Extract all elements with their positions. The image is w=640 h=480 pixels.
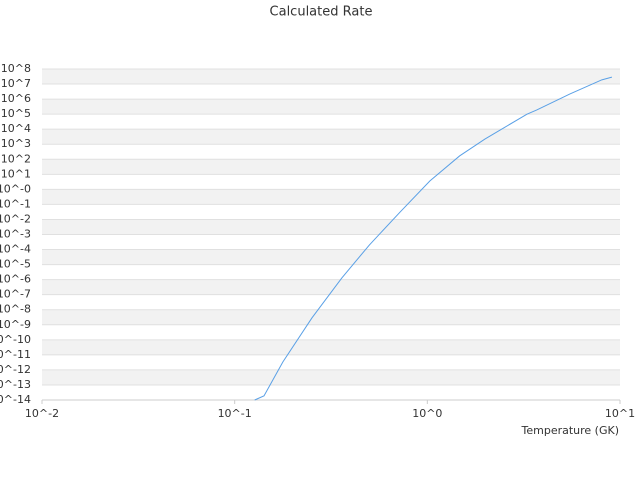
y-tick-label: 10^-6: [0, 273, 31, 286]
grid-band: [42, 159, 620, 175]
x-tick-label: 10^0: [412, 407, 442, 420]
x-tick-label: 10^-1: [218, 407, 252, 420]
x-tick-label: 10^1: [605, 407, 635, 420]
y-tick-label: 10^8: [1, 62, 31, 75]
grid-band: [42, 69, 620, 85]
y-tick-label: 10^-0: [0, 182, 31, 195]
y-tick-label: 10^3: [1, 137, 31, 150]
y-tick-label: 10^1: [1, 167, 31, 180]
y-tick-label: 10^-3: [0, 228, 31, 241]
grid-band: [42, 189, 620, 205]
grid-band: [42, 309, 620, 325]
y-tick-label: 10^4: [1, 122, 31, 135]
y-tick-label: 10^-7: [0, 288, 31, 301]
grid-band: [42, 279, 620, 295]
grid-band: [42, 99, 620, 115]
y-tick-label: 10^-8: [0, 303, 31, 316]
y-tick-label: 10^2: [1, 152, 31, 165]
y-tick-label: 10^-5: [0, 258, 31, 271]
grid-band: [42, 369, 620, 385]
y-tick-label: 10^7: [1, 77, 31, 90]
y-tick-label: 10^-13: [0, 378, 31, 391]
chart-title: Calculated Rate: [270, 5, 373, 20]
grid-band: [42, 249, 620, 265]
y-tick-label: 10^-12: [0, 363, 31, 376]
y-tick-label: 10^-11: [0, 348, 31, 361]
grid-band: [42, 219, 620, 235]
y-tick-label: 10^5: [1, 107, 31, 120]
y-tick-label: 10^-4: [0, 243, 31, 256]
y-tick-label: 10^-9: [0, 318, 31, 331]
y-tick-label: 10^6: [1, 92, 31, 105]
y-tick-label: 10^-10: [0, 333, 31, 346]
y-tick-label: 10^-14: [0, 393, 31, 406]
grid-band: [42, 339, 620, 355]
line: [254, 76, 613, 401]
y-tick-label: 10^-2: [0, 212, 31, 225]
y-tick-label: 10^-1: [0, 197, 31, 210]
grid-band: [42, 129, 620, 145]
x-axis-label: Temperature (GK): [521, 424, 620, 437]
x-tick-label: 10^-2: [25, 407, 59, 420]
